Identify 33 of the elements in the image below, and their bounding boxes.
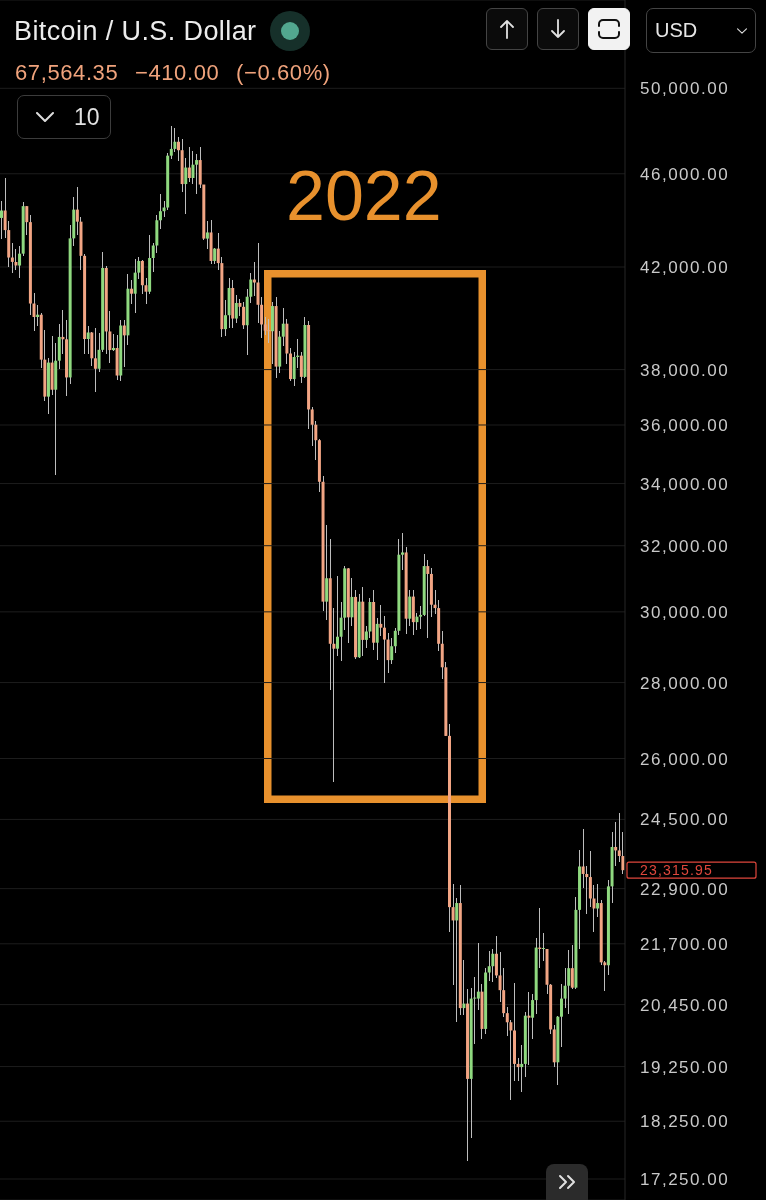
y-tick-label: 24,500.00	[640, 810, 730, 830]
candlestick	[614, 821, 618, 867]
y-tick-label: 34,000.00	[640, 474, 730, 494]
y-tick-label: 50,000.00	[640, 79, 730, 99]
candlestick	[419, 606, 423, 629]
candlestick	[527, 992, 531, 1065]
dropdown: 10	[17, 95, 111, 139]
y-tick-label: 28,000.00	[640, 673, 730, 693]
y-tick-label: 30,000.00	[640, 602, 730, 622]
candlestick	[541, 932, 545, 961]
y-tick-label: 46,000.00	[640, 164, 730, 184]
y-tick-label: 19,250.00	[640, 1057, 730, 1077]
text: 67,564.35 −410.00 (−0.60%)	[15, 60, 331, 85]
y-tick-label: 32,000.00	[640, 536, 730, 556]
text: 23,315.95	[640, 862, 714, 879]
candlestick	[476, 942, 480, 1010]
y-tick-label: 42,000.00	[640, 258, 730, 278]
y-tick-label: 21,700.00	[640, 934, 730, 954]
candlestick	[401, 532, 405, 571]
candlestick	[267, 319, 271, 343]
y-tick-label: 36,000.00	[640, 416, 730, 436]
y-tick-label: 20,450.00	[640, 995, 730, 1015]
dropdown: USD	[646, 8, 756, 53]
y-tick-label: 18,250.00	[640, 1112, 730, 1132]
y-tick-label: 26,000.00	[640, 749, 730, 769]
annotation: 2022	[286, 157, 442, 235]
annotation: 10	[74, 103, 100, 131]
candlestick	[195, 154, 199, 194]
candlestick	[520, 1045, 524, 1092]
y-tick-label: 17,250.00	[640, 1170, 730, 1190]
text: Bitcoin / U.S. Dollar	[14, 15, 257, 47]
y-tick-label: 38,000.00	[640, 360, 730, 380]
y-tick-label: 22,900.00	[640, 879, 730, 899]
